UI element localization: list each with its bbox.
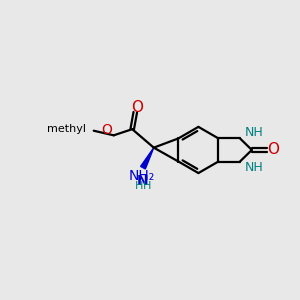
Text: O: O: [131, 100, 143, 115]
Text: H: H: [135, 181, 143, 191]
Text: NH: NH: [244, 161, 263, 174]
Text: O: O: [267, 142, 279, 158]
Text: H: H: [142, 181, 151, 191]
Text: NH: NH: [244, 126, 263, 139]
Polygon shape: [141, 148, 154, 169]
Text: N: N: [137, 174, 149, 188]
Text: O: O: [101, 123, 112, 137]
Text: NH₂: NH₂: [128, 169, 154, 183]
Text: methyl: methyl: [47, 124, 86, 134]
